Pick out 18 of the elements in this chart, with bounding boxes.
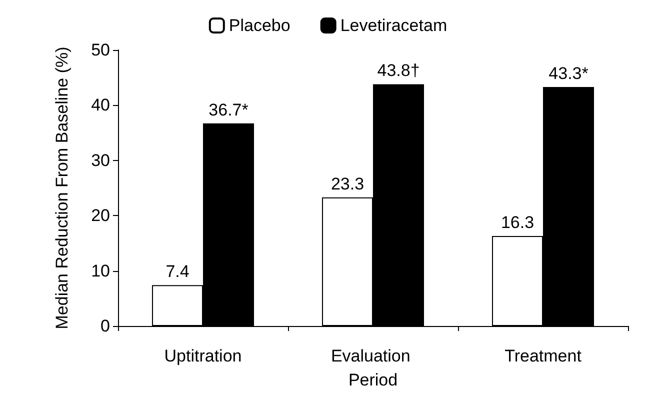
data-label: 43.3* [548,64,589,83]
y-tick-label: 0 [100,316,110,336]
x-tick-label: Evaluation Period [330,346,416,390]
data-label: 43.8† [377,61,420,80]
data-label: 7.4 [166,262,190,282]
y-tick-label: 50 [91,40,110,60]
x-tick-label: Uptitration [164,346,242,366]
y-tick-label: 30 [91,150,110,170]
y-tick-label: 10 [91,261,110,280]
y-tick-label: 40 [91,96,110,115]
legend-label: Placebo [228,16,290,35]
x-tick-label: Treatment [504,346,582,366]
data-label: 23.3 [330,174,364,194]
legend-label: Levetiracetam [340,16,448,35]
y-tick-label: 20 [91,206,110,226]
data-label: 16.3 [500,213,534,232]
data-label: 36.7* [208,100,249,120]
y-axis-title: Median Reduction From Baseline (%) [52,46,72,330]
